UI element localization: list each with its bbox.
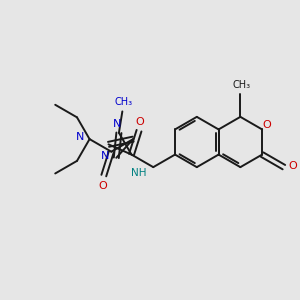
Text: CH₃: CH₃: [232, 80, 250, 90]
Text: NH: NH: [131, 168, 146, 178]
Text: N: N: [112, 119, 121, 129]
Text: O: O: [136, 116, 145, 127]
Text: CH₃: CH₃: [114, 97, 133, 107]
Text: N: N: [76, 132, 85, 142]
Text: O: O: [289, 161, 297, 171]
Text: N: N: [101, 151, 109, 160]
Text: O: O: [98, 181, 107, 191]
Text: O: O: [262, 120, 271, 130]
